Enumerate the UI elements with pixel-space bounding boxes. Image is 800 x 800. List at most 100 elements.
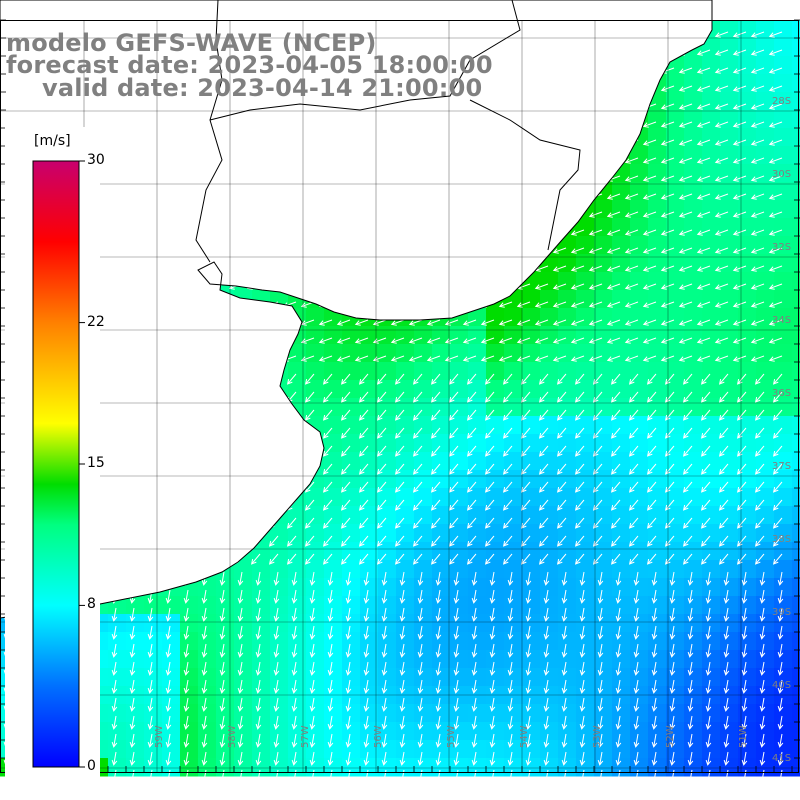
wind-cell bbox=[288, 506, 307, 525]
wind-arrow bbox=[525, 679, 532, 694]
wind-cell bbox=[576, 434, 595, 453]
wind-cell bbox=[612, 704, 631, 723]
wind-cell bbox=[648, 236, 667, 255]
wind-arrow bbox=[273, 607, 280, 622]
wind-cell bbox=[594, 200, 613, 219]
wind-cell bbox=[558, 578, 577, 597]
wind-arrow bbox=[381, 697, 388, 712]
wind-cell bbox=[594, 254, 613, 273]
wind-arrow bbox=[498, 301, 513, 308]
wind-cell bbox=[720, 398, 739, 417]
wind-arrow bbox=[543, 625, 550, 640]
wind-cell bbox=[702, 92, 721, 111]
wind-arrow bbox=[741, 751, 748, 766]
wind-arrow bbox=[471, 643, 478, 658]
wind-arrow bbox=[435, 751, 442, 766]
wind-cell bbox=[450, 668, 469, 687]
wind-arrow bbox=[606, 319, 621, 326]
wind-arrow bbox=[741, 697, 748, 712]
wind-arrow bbox=[345, 607, 352, 622]
wind-arrow bbox=[714, 319, 729, 326]
wind-cell bbox=[648, 290, 667, 309]
wind-arrow bbox=[759, 625, 766, 640]
wind-arrow bbox=[646, 553, 657, 565]
wind-arrow bbox=[394, 373, 405, 385]
wind-cell bbox=[648, 524, 667, 543]
coastline bbox=[0, 0, 713, 619]
wind-arrow bbox=[327, 571, 334, 586]
wind-cell bbox=[756, 74, 775, 93]
latitude-label: 40S bbox=[772, 680, 791, 691]
wind-arrow bbox=[669, 589, 676, 604]
wind-arrow bbox=[525, 643, 532, 658]
wind-arrow bbox=[678, 229, 693, 236]
wind-cell bbox=[396, 488, 415, 507]
wind-cell bbox=[666, 146, 685, 165]
wind-cell bbox=[774, 542, 793, 561]
wind-cell bbox=[540, 650, 559, 669]
wind-arrow bbox=[286, 535, 297, 547]
wind-cell bbox=[396, 362, 415, 381]
wind-arrow bbox=[628, 481, 639, 493]
wind-arrow bbox=[430, 463, 441, 475]
wind-cell bbox=[324, 398, 343, 417]
wind-cell bbox=[378, 452, 397, 471]
wind-arrow bbox=[183, 679, 190, 694]
wind-cell bbox=[756, 272, 775, 291]
wind-arrow bbox=[426, 337, 441, 344]
wind-cell bbox=[684, 362, 703, 381]
wind-cell bbox=[738, 308, 757, 327]
wind-arrow bbox=[574, 517, 585, 529]
wind-arrow bbox=[574, 481, 585, 493]
wind-cell bbox=[270, 632, 289, 651]
wind-arrow bbox=[682, 553, 693, 565]
wind-cell bbox=[612, 398, 631, 417]
wind-arrow bbox=[399, 751, 406, 766]
wind-cell bbox=[756, 326, 775, 345]
wind-cell bbox=[702, 344, 721, 363]
wind-arrow bbox=[129, 607, 136, 622]
wind-arrow bbox=[538, 463, 549, 475]
wind-cell bbox=[378, 344, 397, 363]
wind-cell bbox=[576, 398, 595, 417]
wind-arrow bbox=[696, 229, 711, 236]
wind-arrow bbox=[678, 337, 693, 344]
wind-cell bbox=[378, 758, 397, 777]
wind-cell bbox=[612, 650, 631, 669]
wind-cell bbox=[342, 740, 361, 759]
wind-cell bbox=[324, 416, 343, 435]
wind-arrow bbox=[624, 265, 639, 272]
wind-arrow bbox=[381, 661, 388, 676]
wind-cell bbox=[558, 254, 577, 273]
wind-cell bbox=[540, 758, 559, 777]
wind-arrow bbox=[714, 103, 729, 110]
wind-cell bbox=[738, 110, 757, 129]
wind-arrow bbox=[633, 571, 640, 586]
wind-arrow bbox=[147, 715, 154, 730]
wind-arrow bbox=[448, 481, 459, 493]
wind-arrow bbox=[525, 697, 532, 712]
wind-cell bbox=[612, 308, 631, 327]
wind-cell bbox=[486, 632, 505, 651]
wind-cell bbox=[684, 524, 703, 543]
wind-arrow bbox=[696, 265, 711, 272]
colorbar-unit: [m/s] bbox=[34, 133, 71, 149]
wind-arrow bbox=[624, 283, 639, 290]
wind-cell bbox=[468, 722, 487, 741]
wind-cell bbox=[162, 650, 181, 669]
wind-cell bbox=[216, 704, 235, 723]
longitude-label: 56W bbox=[373, 725, 384, 748]
wind-cell bbox=[270, 758, 289, 777]
wind-cell bbox=[720, 344, 739, 363]
wind-cell bbox=[450, 362, 469, 381]
wind-cell bbox=[684, 416, 703, 435]
wind-cell bbox=[738, 326, 757, 345]
wind-cell bbox=[756, 722, 775, 741]
wind-cell bbox=[162, 632, 181, 651]
wind-cell bbox=[396, 434, 415, 453]
wind-cell bbox=[270, 668, 289, 687]
wind-arrow bbox=[201, 661, 208, 676]
longitude-label: 52W bbox=[665, 725, 676, 748]
wind-arrow bbox=[570, 337, 585, 344]
wind-cell bbox=[576, 308, 595, 327]
